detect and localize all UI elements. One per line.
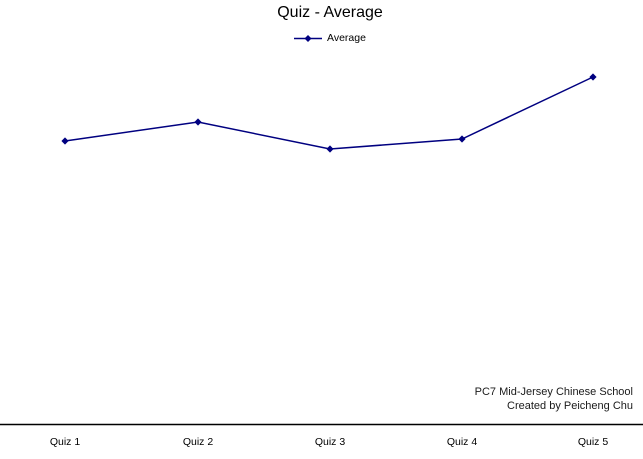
x-axis-label-1: Quiz 1 bbox=[49, 436, 81, 448]
credit-text: PC7 Mid-Jersey Chinese School Created by… bbox=[475, 385, 633, 413]
series-line-average bbox=[64, 76, 594, 150]
data-point-marker-4 bbox=[458, 135, 466, 143]
credit-line-author: Created by Peicheng Chu bbox=[507, 400, 633, 412]
legend-series-marker-icon bbox=[294, 34, 323, 43]
data-point-marker-2 bbox=[194, 118, 202, 126]
data-point-marker-3 bbox=[326, 145, 334, 153]
credit-line-school: PC7 Mid-Jersey Chinese School bbox=[474, 386, 633, 398]
x-axis-label-5: Quiz 5 bbox=[577, 436, 609, 448]
data-point-marker-1 bbox=[61, 137, 69, 145]
x-axis-label-3: Quiz 3 bbox=[314, 436, 346, 448]
chart-title: Quiz - Average bbox=[277, 4, 383, 21]
legend: Average bbox=[0, 32, 643, 44]
x-axis-label-4: Quiz 4 bbox=[446, 436, 478, 448]
data-point-marker-5 bbox=[589, 73, 597, 81]
legend-label: Average bbox=[327, 32, 366, 44]
x-axis-label-2: Quiz 2 bbox=[182, 436, 214, 448]
